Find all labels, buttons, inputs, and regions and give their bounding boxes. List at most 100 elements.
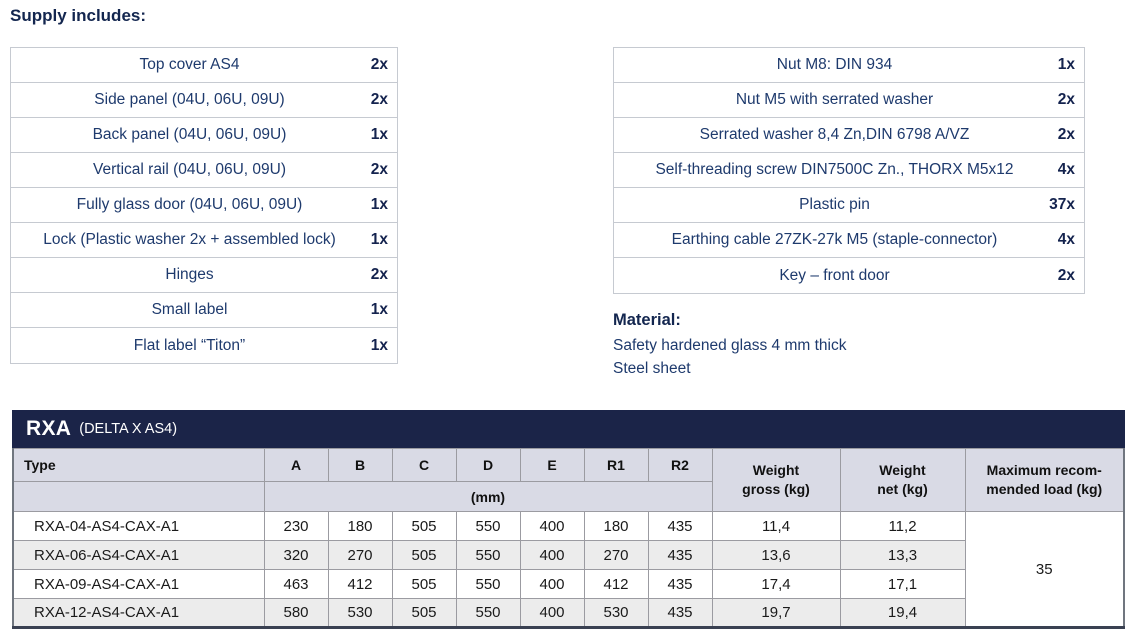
supply-row: Hinges 2x xyxy=(11,258,397,293)
spec-dim-cell: 435 xyxy=(647,511,713,541)
spec-units-mm-cell: (mm) xyxy=(263,481,713,512)
supply-item-label: Top cover AS4 xyxy=(139,56,240,73)
spec-table-body: Type A B C D E R1 R2 Weight gross (kg) Weight net… xyxy=(12,448,1125,628)
supply-item-label: Back panel (04U, 06U, 09U) xyxy=(92,126,287,143)
spec-col-max-load: Maximum recom- mended load (kg) xyxy=(964,448,1125,512)
supply-item-label: Serrated washer 8,4 Zn,DIN 6798 A/VZ xyxy=(699,126,970,143)
supply-item-label: Earthing cable 27ZK-27k M5 (staple-conne… xyxy=(671,231,998,248)
supply-row: Top cover AS4 2x xyxy=(11,48,397,83)
supply-row: Self-threading screw DIN7500C Zn., THORX… xyxy=(614,153,1084,188)
material-heading: Material: xyxy=(613,311,681,329)
spec-dim-cell: 550 xyxy=(455,598,521,628)
spec-weight-gross-cell: 19,7 xyxy=(711,598,841,628)
supply-item-label: Fully glass door (04U, 06U, 09U) xyxy=(76,196,303,213)
spec-series-title: RXA xyxy=(26,417,72,440)
supply-row: Vertical rail (04U, 06U, 09U) 2x xyxy=(11,153,397,188)
spec-table: Type A B C D E R1 R2 Weight gross (kg) Weight net… xyxy=(12,448,1125,629)
supply-includes-heading: Supply includes: xyxy=(10,6,147,25)
spec-data-row: RXA-09-AS4-CAX-A1 463 412 505 550 400 412 435 17… xyxy=(12,569,1124,599)
spec-type-cell: RXA-09-AS4-CAX-A1 xyxy=(12,569,265,599)
spec-weight-gross-cell: 11,4 xyxy=(711,511,841,541)
supply-row: Flat label “Titon” 1x xyxy=(11,328,397,363)
supply-item-qty: 2x xyxy=(370,56,388,73)
spec-col-C: C xyxy=(391,448,457,482)
supply-item-qty: 1x xyxy=(370,126,388,143)
spec-type-cell: RXA-12-AS4-CAX-A1 xyxy=(12,598,265,628)
spec-table-section: RXA (DELTA X AS4) Type A B C D E R1 R2 Weight gr… xyxy=(12,410,1125,629)
supply-row: Nut M8: DIN 934 1x xyxy=(614,48,1084,83)
spec-col-weight-net: Weight net (kg) xyxy=(839,448,966,512)
supply-item-label: Nut M5 with serrated washer xyxy=(735,91,934,108)
spec-dim-cell: 400 xyxy=(519,598,585,628)
spec-dim-cell: 580 xyxy=(263,598,329,628)
spec-weight-net-cell: 13,3 xyxy=(839,540,966,570)
spec-weight-net-cell: 11,2 xyxy=(839,511,966,541)
material-line: Steel sheet xyxy=(613,360,691,377)
spec-units-empty-cell xyxy=(12,481,265,512)
spec-col-R1: R1 xyxy=(583,448,649,482)
spec-data-row: RXA-04-AS4-CAX-A1 230 180 505 550 400 180 435 11… xyxy=(12,511,1125,628)
spec-col-weight-gross: Weight gross (kg) xyxy=(711,448,841,512)
spec-dim-cell: 435 xyxy=(647,569,713,599)
supply-row: Earthing cable 27ZK-27k M5 (staple-conne… xyxy=(614,223,1084,258)
supply-item-label: Flat label “Titon” xyxy=(133,336,246,354)
spec-max-load-cell: 35 xyxy=(964,511,1125,628)
supply-item-qty: 4x xyxy=(1057,231,1075,248)
supply-item-qty: 1x xyxy=(370,196,388,213)
spec-dim-cell: 550 xyxy=(455,569,521,599)
spec-series-subtitle: (DELTA X AS4) xyxy=(79,421,178,437)
supply-row: Side panel (04U, 06U, 09U) 2x xyxy=(11,83,397,118)
supply-item-label: Hinges xyxy=(165,266,214,283)
spec-dim-cell: 505 xyxy=(391,540,457,570)
spec-dim-cell: 435 xyxy=(647,540,713,570)
spec-data-row: RXA-12-AS4-CAX-A1 580 530 505 550 400 530 435 19… xyxy=(12,598,1124,628)
spec-weight-net-cell: 19,4 xyxy=(839,598,966,628)
supply-item-qty: 1x xyxy=(370,231,388,248)
supply-row: Lock (Plastic washer 2x + assembled lock… xyxy=(11,223,397,258)
spec-dim-cell: 400 xyxy=(519,569,585,599)
spec-type-cell: RXA-06-AS4-CAX-A1 xyxy=(12,540,265,570)
spec-dim-cell: 270 xyxy=(327,540,393,570)
supply-item-qty: 2x xyxy=(370,91,388,108)
supply-item-label: Key – front door xyxy=(779,266,890,284)
spec-dim-cell: 230 xyxy=(263,511,329,541)
supply-row: Small label 1x xyxy=(11,293,397,328)
supply-item-label: Small label xyxy=(151,301,228,318)
spec-dim-cell: 180 xyxy=(583,511,649,541)
material-line: Safety hardened glass 4 mm thick xyxy=(613,337,847,354)
spec-dim-cell: 530 xyxy=(583,598,649,628)
supply-item-label: Side panel (04U, 06U, 09U) xyxy=(94,91,285,108)
spec-col-B: B xyxy=(327,448,393,482)
supply-row: Fully glass door (04U, 06U, 09U) 1x xyxy=(11,188,397,223)
spec-type-cell: RXA-04-AS4-CAX-A1 xyxy=(12,511,265,541)
supply-item-qty: 2x xyxy=(1057,266,1075,284)
spec-title-bar: RXA (DELTA X AS4) xyxy=(12,410,1125,448)
supply-item-qty: 2x xyxy=(370,266,388,283)
spec-weight-net-cell: 17,1 xyxy=(839,569,966,599)
supply-row: Key – front door 2x xyxy=(614,258,1084,293)
spec-col-type: Type xyxy=(12,448,265,482)
supply-item-label: Vertical rail (04U, 06U, 09U) xyxy=(93,161,286,178)
spec-dim-cell: 412 xyxy=(327,569,393,599)
spec-dim-cell: 270 xyxy=(583,540,649,570)
supply-item-label: Plastic pin xyxy=(799,196,870,213)
spec-dim-cell: 320 xyxy=(263,540,329,570)
spec-dim-cell: 505 xyxy=(391,569,457,599)
spec-dim-cell: 180 xyxy=(327,511,393,541)
spec-dim-cell: 550 xyxy=(455,540,521,570)
spec-col-D: D xyxy=(455,448,521,482)
spec-dim-cell: 463 xyxy=(263,569,329,599)
spec-dim-cell: 550 xyxy=(455,511,521,541)
supply-item-qty: 1x xyxy=(370,336,388,354)
supply-item-qty: 2x xyxy=(1057,126,1075,143)
spec-weight-gross-cell: 13,6 xyxy=(711,540,841,570)
spec-header-row: Type A B C D E R1 R2 Weight gross (kg) Weight net… xyxy=(12,448,1125,512)
supply-item-label: Lock (Plastic washer 2x + assembled lock… xyxy=(43,231,336,248)
material-section: Material: Safety hardened glass 4 mm thi… xyxy=(613,311,846,380)
spec-col-A: A xyxy=(263,448,329,482)
spec-dim-cell: 412 xyxy=(583,569,649,599)
spec-dim-cell: 435 xyxy=(647,598,713,628)
spec-col-E: E xyxy=(519,448,585,482)
supply-table-left: Top cover AS4 2x Side panel (04U, 06U, 09U… xyxy=(10,47,398,364)
spec-dim-cell: 400 xyxy=(519,511,585,541)
